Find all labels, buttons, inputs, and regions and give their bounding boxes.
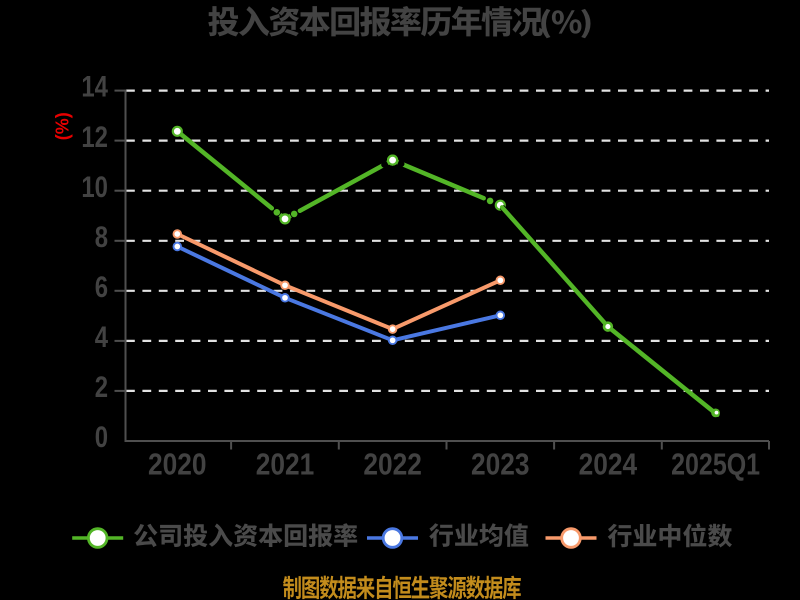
svg-text:8: 8: [95, 221, 108, 254]
svg-text:2023: 2023: [471, 448, 530, 482]
svg-text:2022: 2022: [363, 448, 422, 482]
svg-text:6: 6: [95, 271, 108, 304]
svg-text:2024: 2024: [579, 448, 638, 482]
svg-text:14: 14: [81, 71, 108, 104]
svg-text:2020: 2020: [148, 448, 207, 482]
svg-text:2021: 2021: [256, 448, 315, 482]
svg-text:0: 0: [95, 421, 108, 454]
svg-text:2025Q1: 2025Q1: [671, 448, 760, 482]
svg-text:(%): (%): [52, 112, 72, 140]
svg-text:10: 10: [81, 171, 108, 204]
svg-text:2: 2: [95, 371, 108, 404]
svg-text:4: 4: [95, 321, 109, 354]
svg-text:12: 12: [81, 121, 108, 154]
